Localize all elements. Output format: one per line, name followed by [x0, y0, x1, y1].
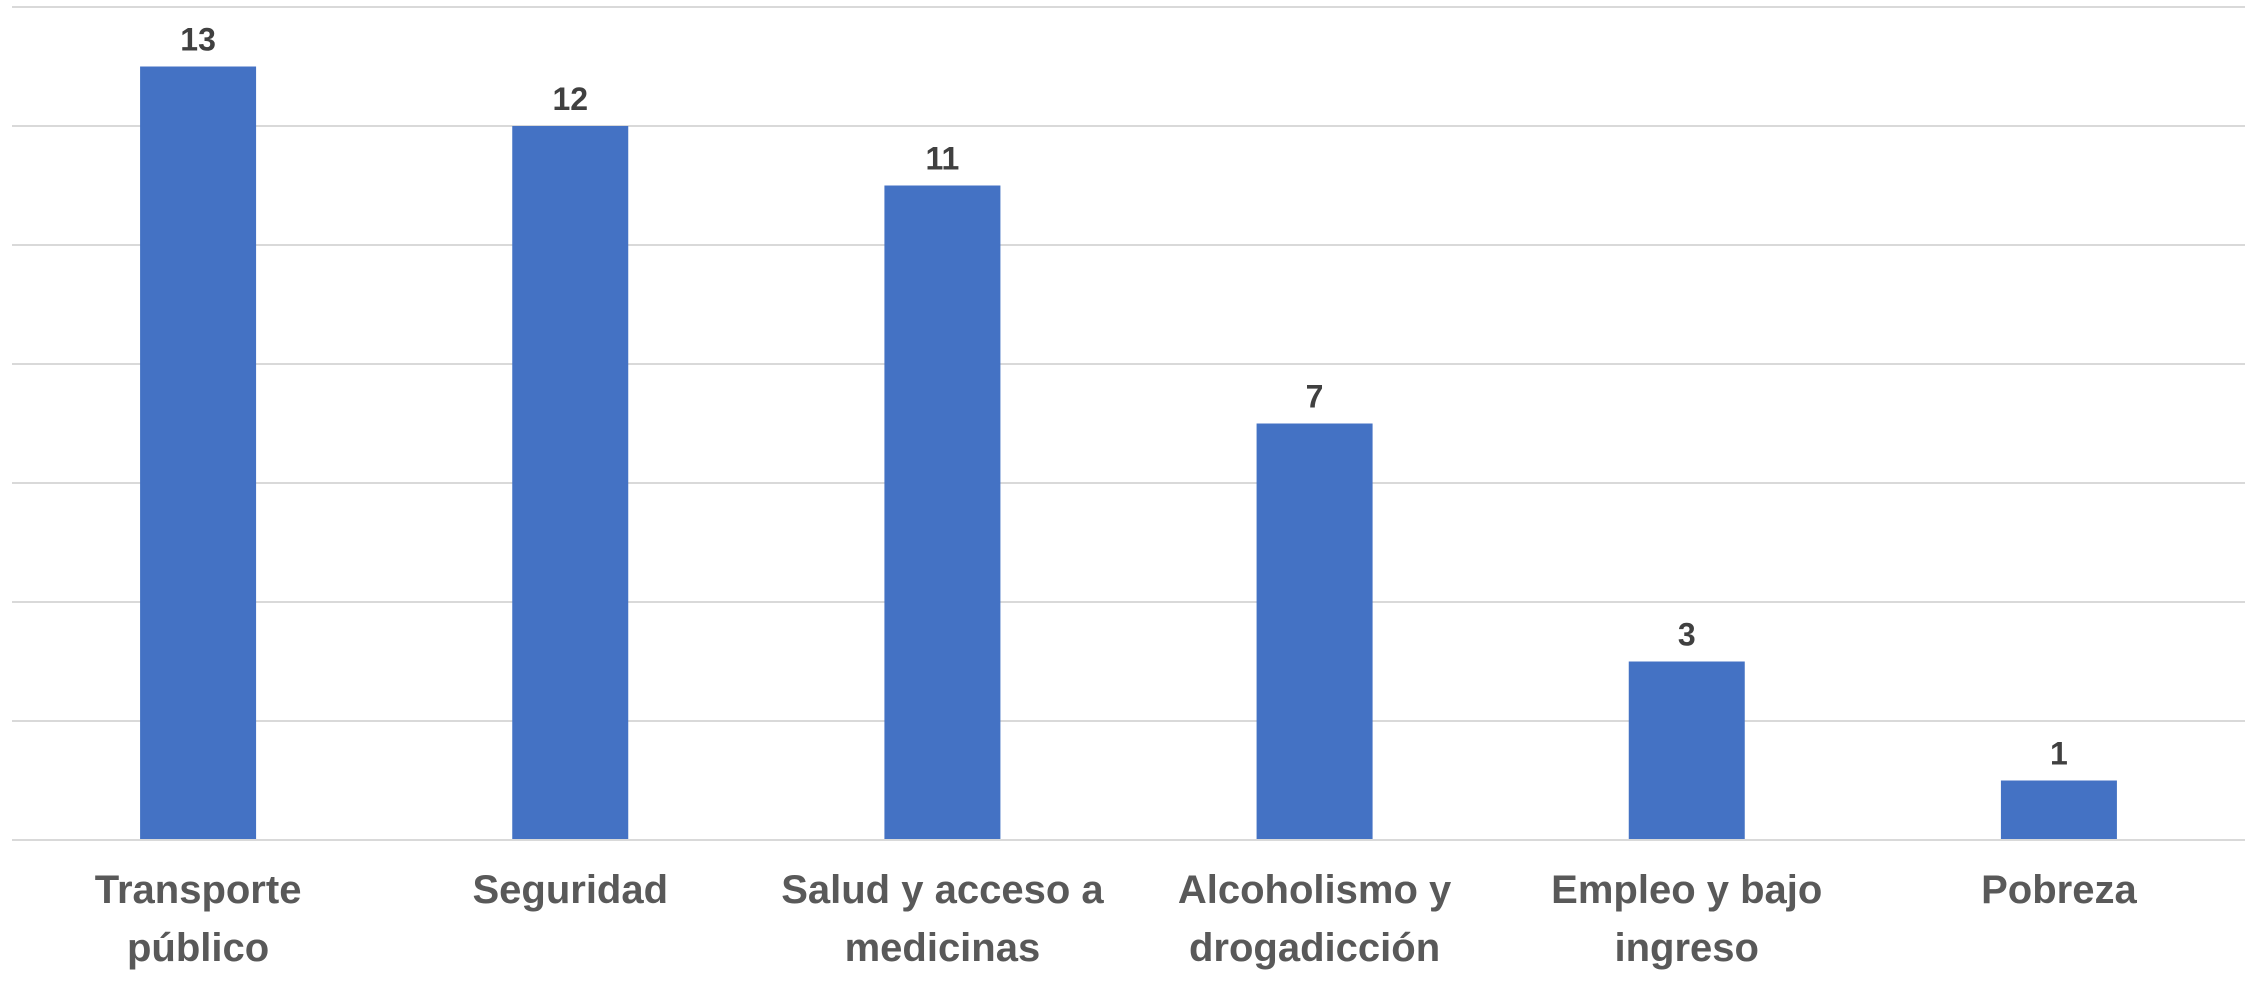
category-label-line: drogadicción: [1189, 926, 1440, 970]
category-label-line: Seguridad: [472, 868, 668, 912]
category-label: Pobreza: [1981, 868, 2137, 912]
category-label: Transporte público: [95, 868, 302, 970]
category-label: Salud y acceso a medicinas: [781, 868, 1104, 970]
data-label: 3: [1678, 617, 1696, 653]
category-label: Alcoholismo y drogadicción: [1178, 868, 1452, 970]
category-label-line: ingreso: [1615, 926, 1759, 970]
data-label: 1: [2050, 736, 2068, 772]
bar: [884, 185, 1001, 840]
bar: [1628, 661, 1745, 840]
category-label-line: Transporte: [95, 868, 302, 912]
data-label: 7: [1306, 379, 1324, 415]
bars: [140, 66, 2117, 840]
bar: [2000, 780, 2117, 840]
category-label-line: Empleo y bajo: [1551, 868, 1822, 912]
gridlines: [12, 6, 2245, 722]
bar: [512, 126, 629, 840]
data-label: 11: [926, 141, 960, 177]
bar: [140, 66, 257, 840]
category-label-line: medicinas: [845, 926, 1041, 970]
category-label-line: Alcoholismo y: [1178, 868, 1452, 912]
category-label: Empleo y bajo ingreso: [1551, 868, 1822, 970]
category-label-line: público: [127, 926, 269, 970]
category-label-line: Salud y acceso a: [781, 868, 1104, 912]
data-labels: 13 12 11 7 3 1: [180, 22, 2068, 772]
category-label-line: Pobreza: [1981, 868, 2137, 912]
data-label: 12: [552, 81, 588, 117]
bar: [1256, 423, 1373, 840]
category-label: Seguridad: [472, 868, 668, 912]
category-labels: Transporte público Seguridad Salud y acceso…: [95, 868, 2138, 970]
data-label: 13: [180, 22, 216, 58]
